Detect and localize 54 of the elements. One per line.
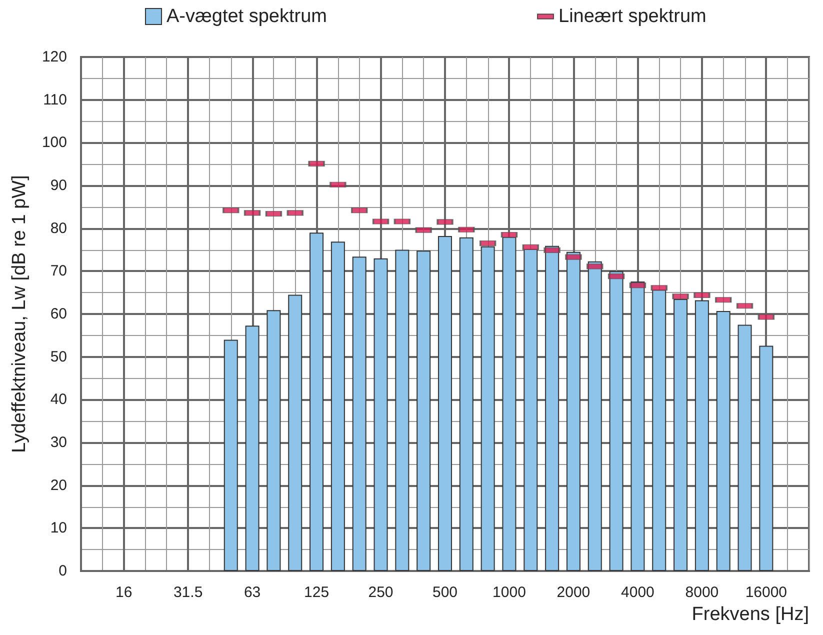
y-tick-label: 0 [58, 562, 67, 580]
x-axis-title: Frekvens [Hz] [692, 604, 809, 625]
y-tick-label: 70 [50, 262, 67, 280]
bar [524, 248, 538, 571]
bar [352, 256, 366, 571]
y-axis-title: Lydeffektniveau, Lw [dB re 1 pW] [9, 175, 30, 453]
x-tick-label: 2000 [556, 584, 590, 601]
bar [609, 271, 624, 571]
bar [310, 232, 324, 571]
x-tick-label: 500 [432, 584, 458, 601]
y-tick-label: 20 [50, 476, 67, 494]
legend-label: A-vægtet spektrum [166, 6, 327, 27]
bar [330, 242, 345, 571]
y-tick-label: 30 [50, 434, 67, 451]
y-tick-label: 60 [50, 306, 67, 322]
x-tick-label: 16 [115, 584, 132, 601]
x-tick-label: 8000 [685, 584, 719, 601]
bar [224, 340, 238, 571]
bar [288, 294, 302, 571]
x-tick-label: 4000 [621, 584, 654, 601]
bar [674, 299, 688, 571]
y-tick-label: 90 [50, 177, 67, 194]
legend-label: Lineært spektrum [558, 6, 706, 27]
bar [652, 290, 666, 571]
x-tick-label: 125 [304, 584, 330, 601]
bar [630, 281, 645, 571]
x-tick-label: 63 [244, 584, 261, 601]
y-tick-label: 50 [50, 348, 67, 366]
bar [566, 252, 580, 571]
y-tick-label: 100 [42, 134, 67, 152]
y-tick-label: 10 [50, 520, 67, 537]
bar [416, 250, 431, 571]
bar [502, 236, 516, 571]
bar [374, 258, 388, 571]
x-tick-label: 1000 [492, 584, 526, 601]
x-tick-label: 31.5 [173, 584, 203, 601]
x-tick-label: 250 [368, 584, 394, 601]
bar [459, 237, 474, 571]
y-tick-label: 40 [50, 391, 67, 408]
bar [245, 326, 260, 571]
bar [694, 300, 709, 571]
y-tick-label: 110 [43, 91, 67, 108]
bar [545, 246, 560, 571]
bar [395, 250, 410, 571]
x-tick-label: 16000 [745, 584, 788, 601]
bar [480, 246, 495, 571]
bar [738, 324, 752, 571]
bar [266, 310, 281, 571]
bar [438, 236, 452, 571]
bar [716, 311, 730, 571]
bar [759, 346, 774, 571]
y-tick-label: 80 [50, 220, 67, 237]
y-tick-label: 120 [42, 48, 67, 66]
bar [588, 261, 602, 571]
